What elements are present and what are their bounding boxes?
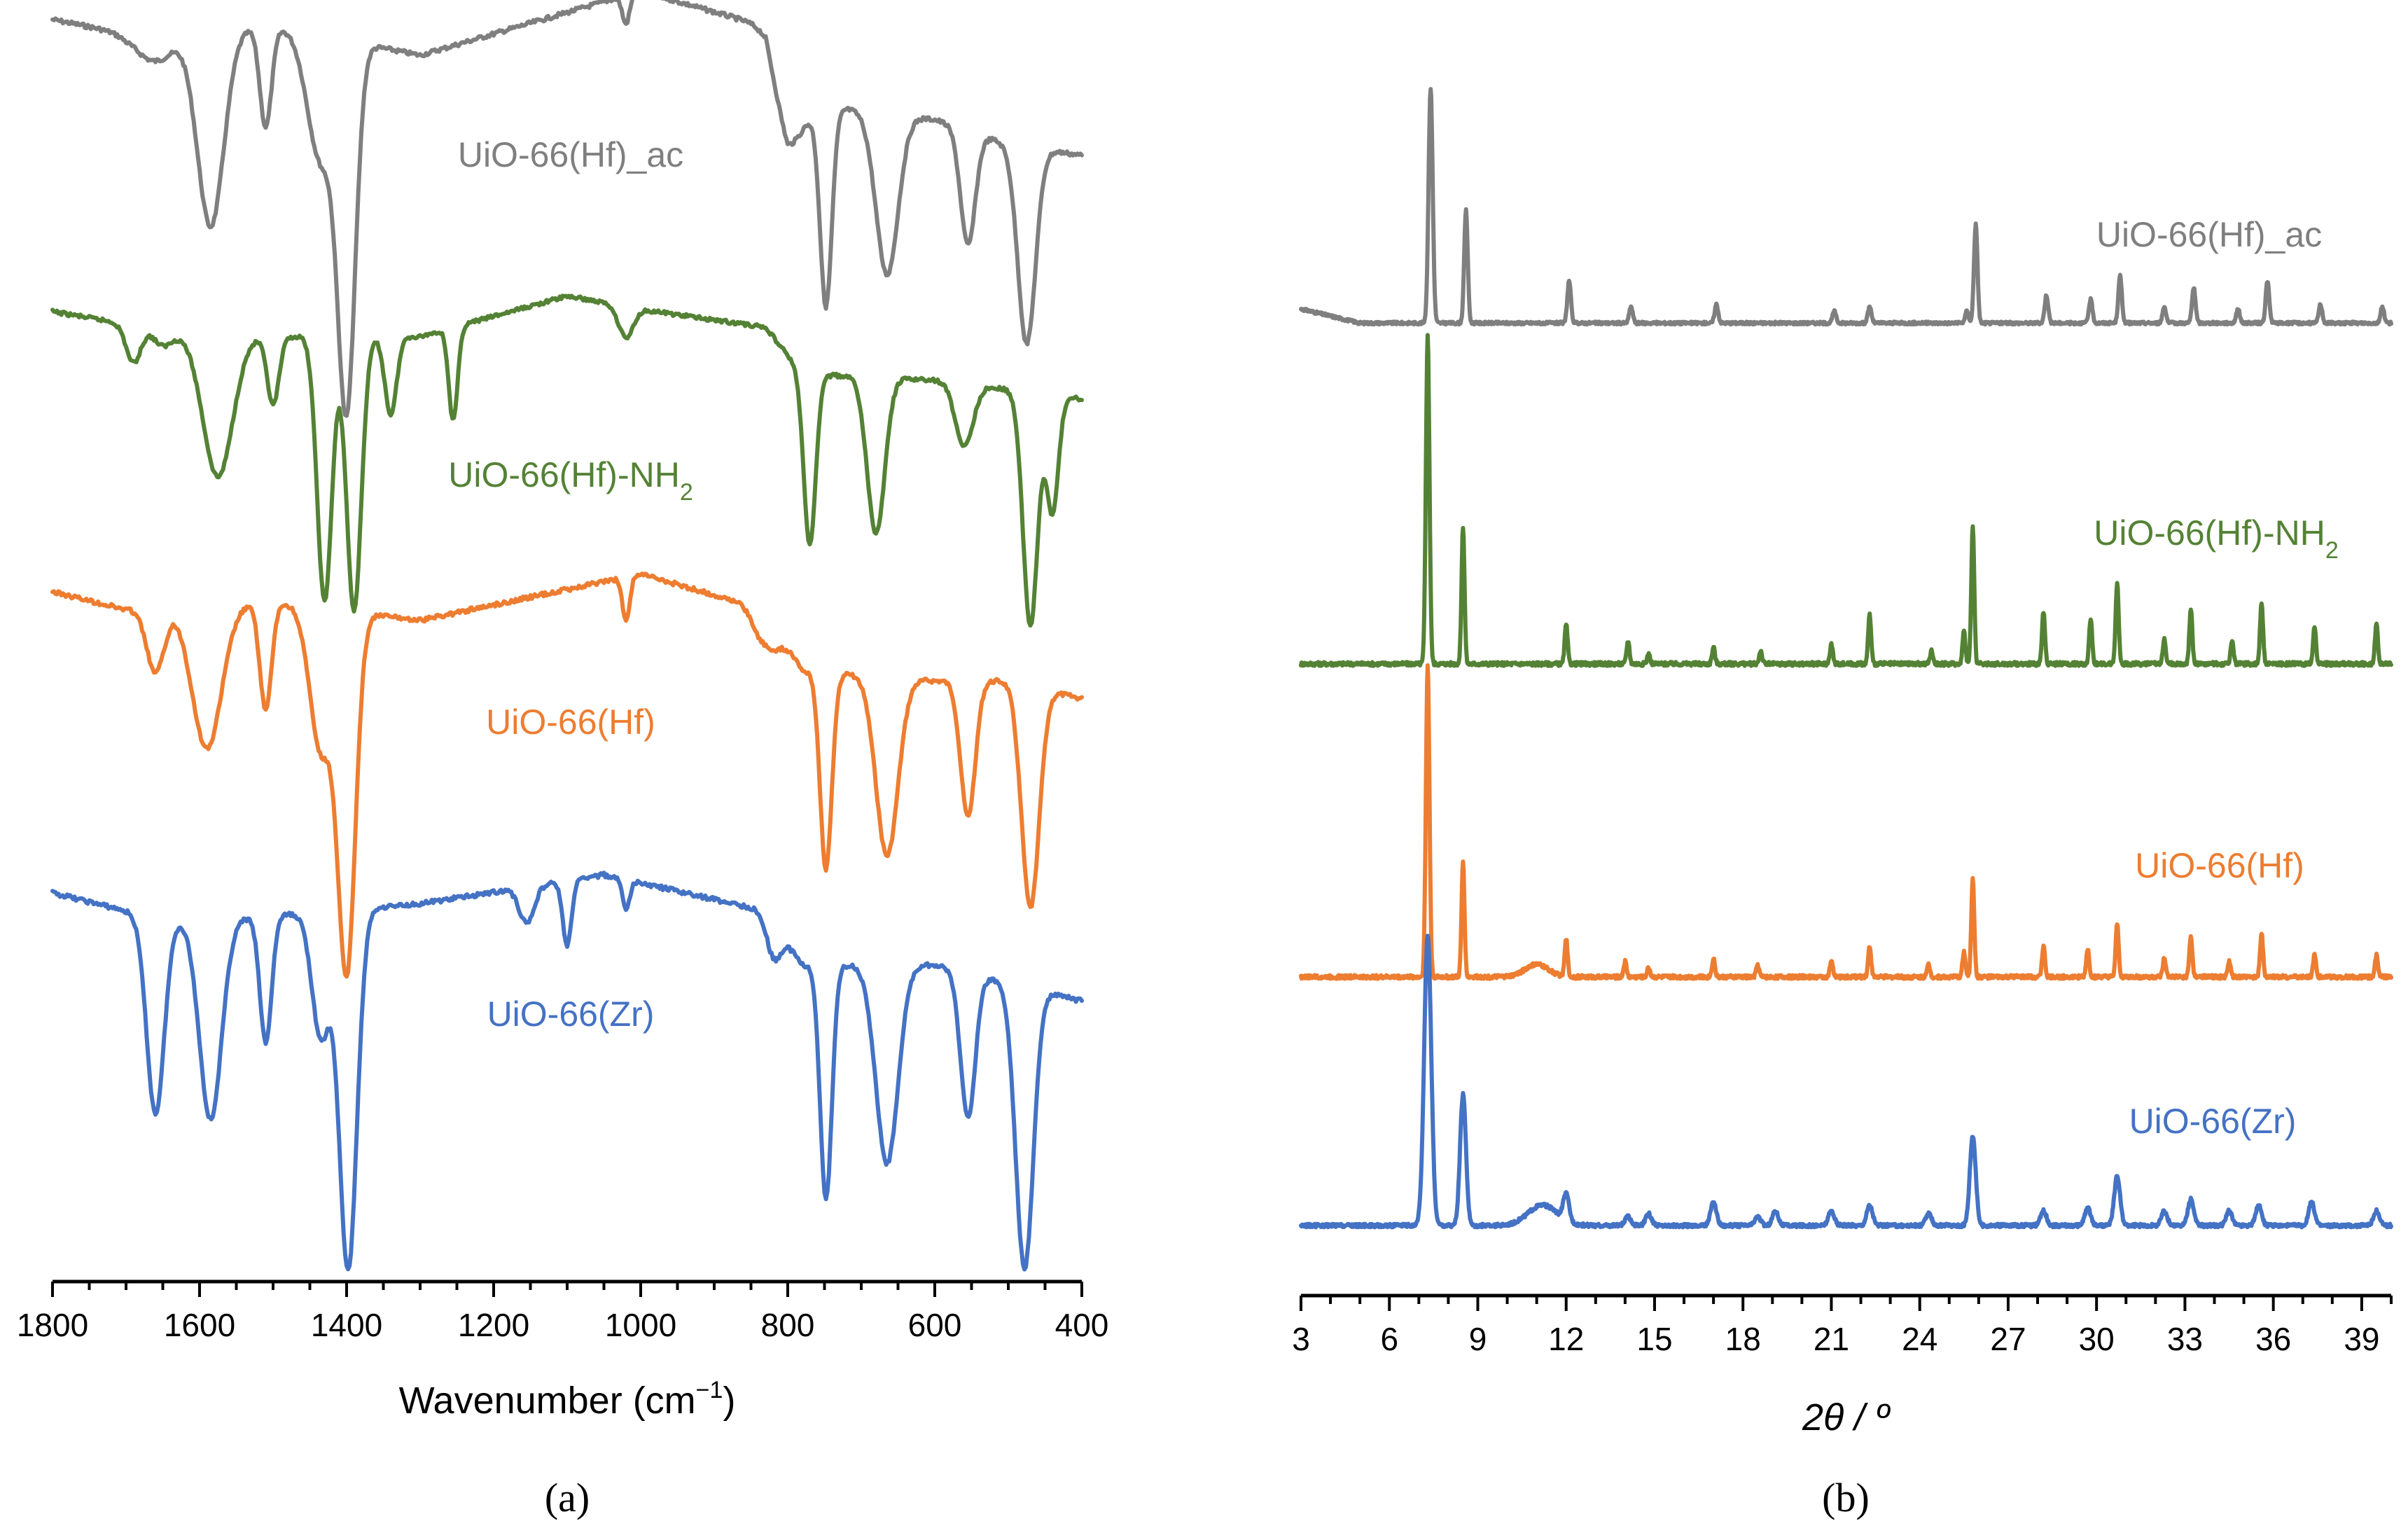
pxrd-tick-label: 30 [2079, 1321, 2115, 1357]
ftir-trace-uio-66-hf [50, 571, 1084, 979]
pxrd-tick-label: 21 [1814, 1321, 1849, 1357]
pxrd-series-label-uio-66-hf-nh2: UiO-66(Hf)-NH2 [2094, 513, 2338, 564]
ftir-series-label-uio-66-zr: UiO-66(Zr) [487, 994, 655, 1034]
ftir-trace-uio-66-hf-nh2 [50, 293, 1084, 628]
ftir-x-axis-title: Wavenumber (cm−1) [399, 1377, 736, 1422]
panel-a-label: (a) [545, 1475, 590, 1520]
ftir-tick-label: 1200 [458, 1307, 529, 1343]
pxrd-tick-label: 24 [1902, 1321, 1937, 1357]
pxrd-tick-labels: 3 6 9 12 15 18 21 24 27 30 33 36 39 [1292, 1321, 2379, 1357]
pxrd-tick-label: 15 [1636, 1321, 1672, 1357]
ftir-series-labels: UiO-66(Hf)_ac UiO-66(Hf)-NH2 UiO-66(Hf) UiO… [448, 135, 693, 1034]
pxrd-panel: 3 6 9 12 15 18 21 24 27 30 33 36 39 2θ / º (b) UiO-6… [1292, 87, 2393, 1520]
pxrd-trace-uio-66-hf-nh2 [1299, 333, 2393, 668]
pxrd-tick-label: 6 [1380, 1321, 1398, 1357]
ftir-tick-labels: 1800 1600 1400 1200 1000 800 600 400 [17, 1307, 1109, 1343]
pxrd-series-label-uio-66-hf: UiO-66(Hf) [2135, 846, 2304, 885]
ftir-traces [50, 0, 1084, 1272]
ftir-panel: 1800 1600 1400 1200 1000 800 600 400 Wavenumber… [17, 0, 1109, 1520]
pxrd-tick-label: 18 [1725, 1321, 1761, 1357]
ftir-series-label-uio-66-hf-nh2: UiO-66(Hf)-NH2 [448, 455, 693, 506]
ftir-tick-label: 800 [761, 1307, 815, 1343]
ftir-ticks [51, 1282, 1083, 1297]
ftir-trace-uio-66-hf-ac [50, 0, 1084, 418]
pxrd-tick-label: 39 [2344, 1321, 2379, 1357]
pxrd-tick-label: 3 [1292, 1321, 1310, 1357]
ftir-tick-label: 400 [1055, 1307, 1109, 1343]
ftir-series-label-uio-66-hf: UiO-66(Hf) [486, 702, 655, 742]
ftir-series-label-uio-66-hf-ac: UiO-66(Hf)_ac [458, 135, 683, 174]
panel-b-label: (b) [1822, 1475, 1870, 1520]
pxrd-trace-uio-66-hf [1299, 663, 2393, 981]
pxrd-series-label-uio-66-zr: UiO-66(Zr) [2129, 1102, 2297, 1141]
pxrd-tick-label: 36 [2255, 1321, 2291, 1357]
pxrd-traces [1299, 87, 2393, 1230]
pxrd-x-axis-title: 2θ / º [1802, 1396, 1891, 1438]
pxrd-ticks [1300, 1296, 2393, 1311]
pxrd-series-label-uio-66-hf-ac: UiO-66(Hf)_ac [2096, 215, 2322, 254]
ftir-tick-label: 600 [908, 1307, 962, 1343]
ftir-tick-label: 1800 [17, 1307, 88, 1343]
pxrd-tick-label: 12 [1548, 1321, 1584, 1357]
pxrd-tick-label: 27 [1990, 1321, 2026, 1357]
pxrd-trace-uio-66-hf-ac [1299, 87, 2393, 327]
ftir-tick-label: 1600 [164, 1307, 235, 1343]
pxrd-trace-uio-66-zr [1299, 934, 2393, 1230]
ftir-tick-label: 1400 [311, 1307, 382, 1343]
ftir-tick-label: 1000 [605, 1307, 676, 1343]
pxrd-tick-label: 9 [1469, 1321, 1487, 1357]
pxrd-tick-label: 33 [2167, 1321, 2203, 1357]
pxrd-series-labels: UiO-66(Hf)_ac UiO-66(Hf)-NH2 UiO-66(Hf) UiO… [2094, 215, 2338, 1141]
ftir-trace-uio-66-zr [50, 870, 1084, 1272]
